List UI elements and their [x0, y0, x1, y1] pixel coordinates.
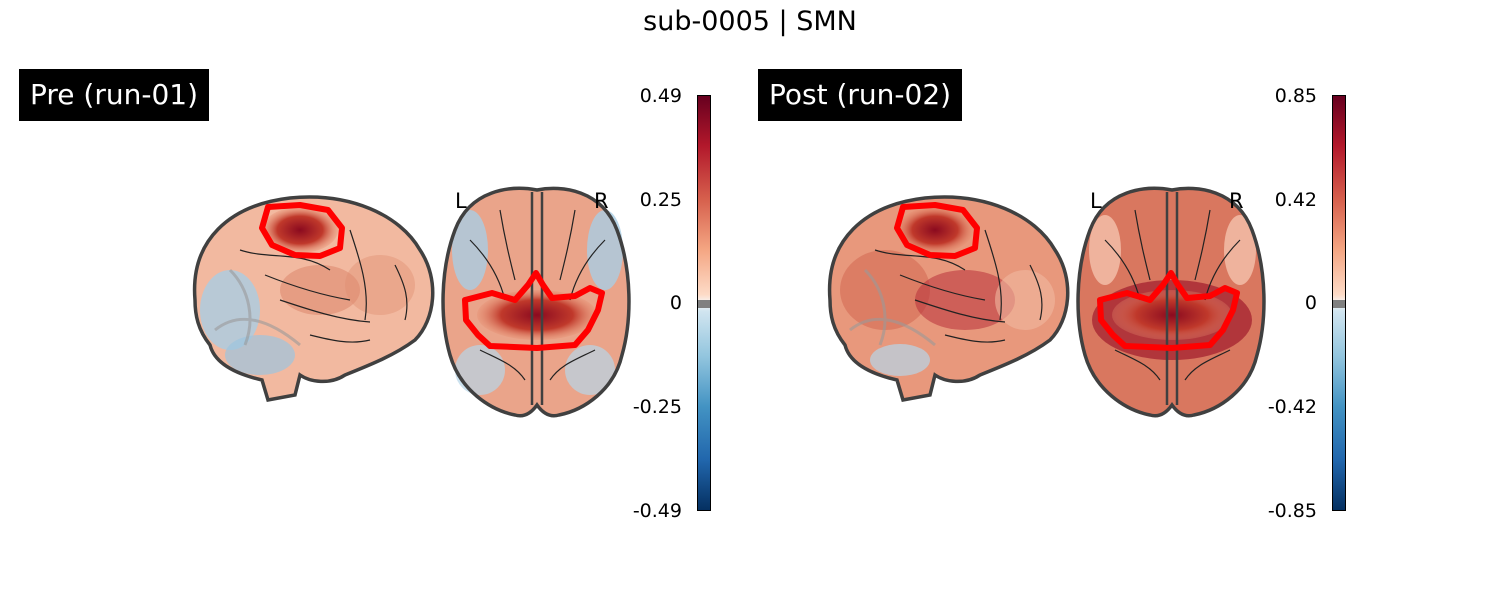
left-hemisphere-letter: L — [1090, 189, 1102, 213]
right-hemisphere-letter: R — [1229, 189, 1244, 213]
figure-title: sub-0005 | SMN — [643, 6, 857, 37]
colorbar-tick: 0.85 — [1274, 85, 1317, 107]
colorbar-tick: 0 — [669, 292, 682, 314]
sagittal-view — [827, 195, 1070, 403]
sagittal-view — [192, 195, 435, 403]
right-hemisphere-letter: R — [594, 189, 609, 213]
colorbar — [697, 95, 711, 511]
glass-brain-post — [827, 186, 1266, 418]
left-hemisphere-letter: L — [455, 189, 467, 213]
colorbar-tick: -0.25 — [632, 396, 682, 418]
colorbar-tick: -0.49 — [632, 500, 682, 522]
colorbar-zero-band — [1333, 300, 1345, 308]
colorbar-zero-band — [698, 300, 710, 308]
axial-view — [1076, 186, 1266, 418]
colorbar-tick: 0.25 — [639, 189, 682, 211]
colorbar-tick: -0.42 — [1267, 396, 1317, 418]
colorbar-tick: 0.42 — [1274, 189, 1317, 211]
panel-label: Post (run-02) — [758, 69, 963, 121]
axial-view — [441, 186, 631, 418]
panel-post: Post (run-02) L R — [635, 0, 1385, 600]
panel-pre: Pre (run-01) — [19, 69, 711, 522]
colorbar-tick: -0.85 — [1267, 500, 1317, 522]
colorbar-tick: 0.49 — [639, 85, 682, 107]
colorbar — [1332, 95, 1346, 511]
glass-brain-pre — [192, 186, 631, 418]
panel-label: Pre (run-01) — [19, 69, 209, 121]
colorbar-tick: 0 — [1304, 292, 1317, 314]
